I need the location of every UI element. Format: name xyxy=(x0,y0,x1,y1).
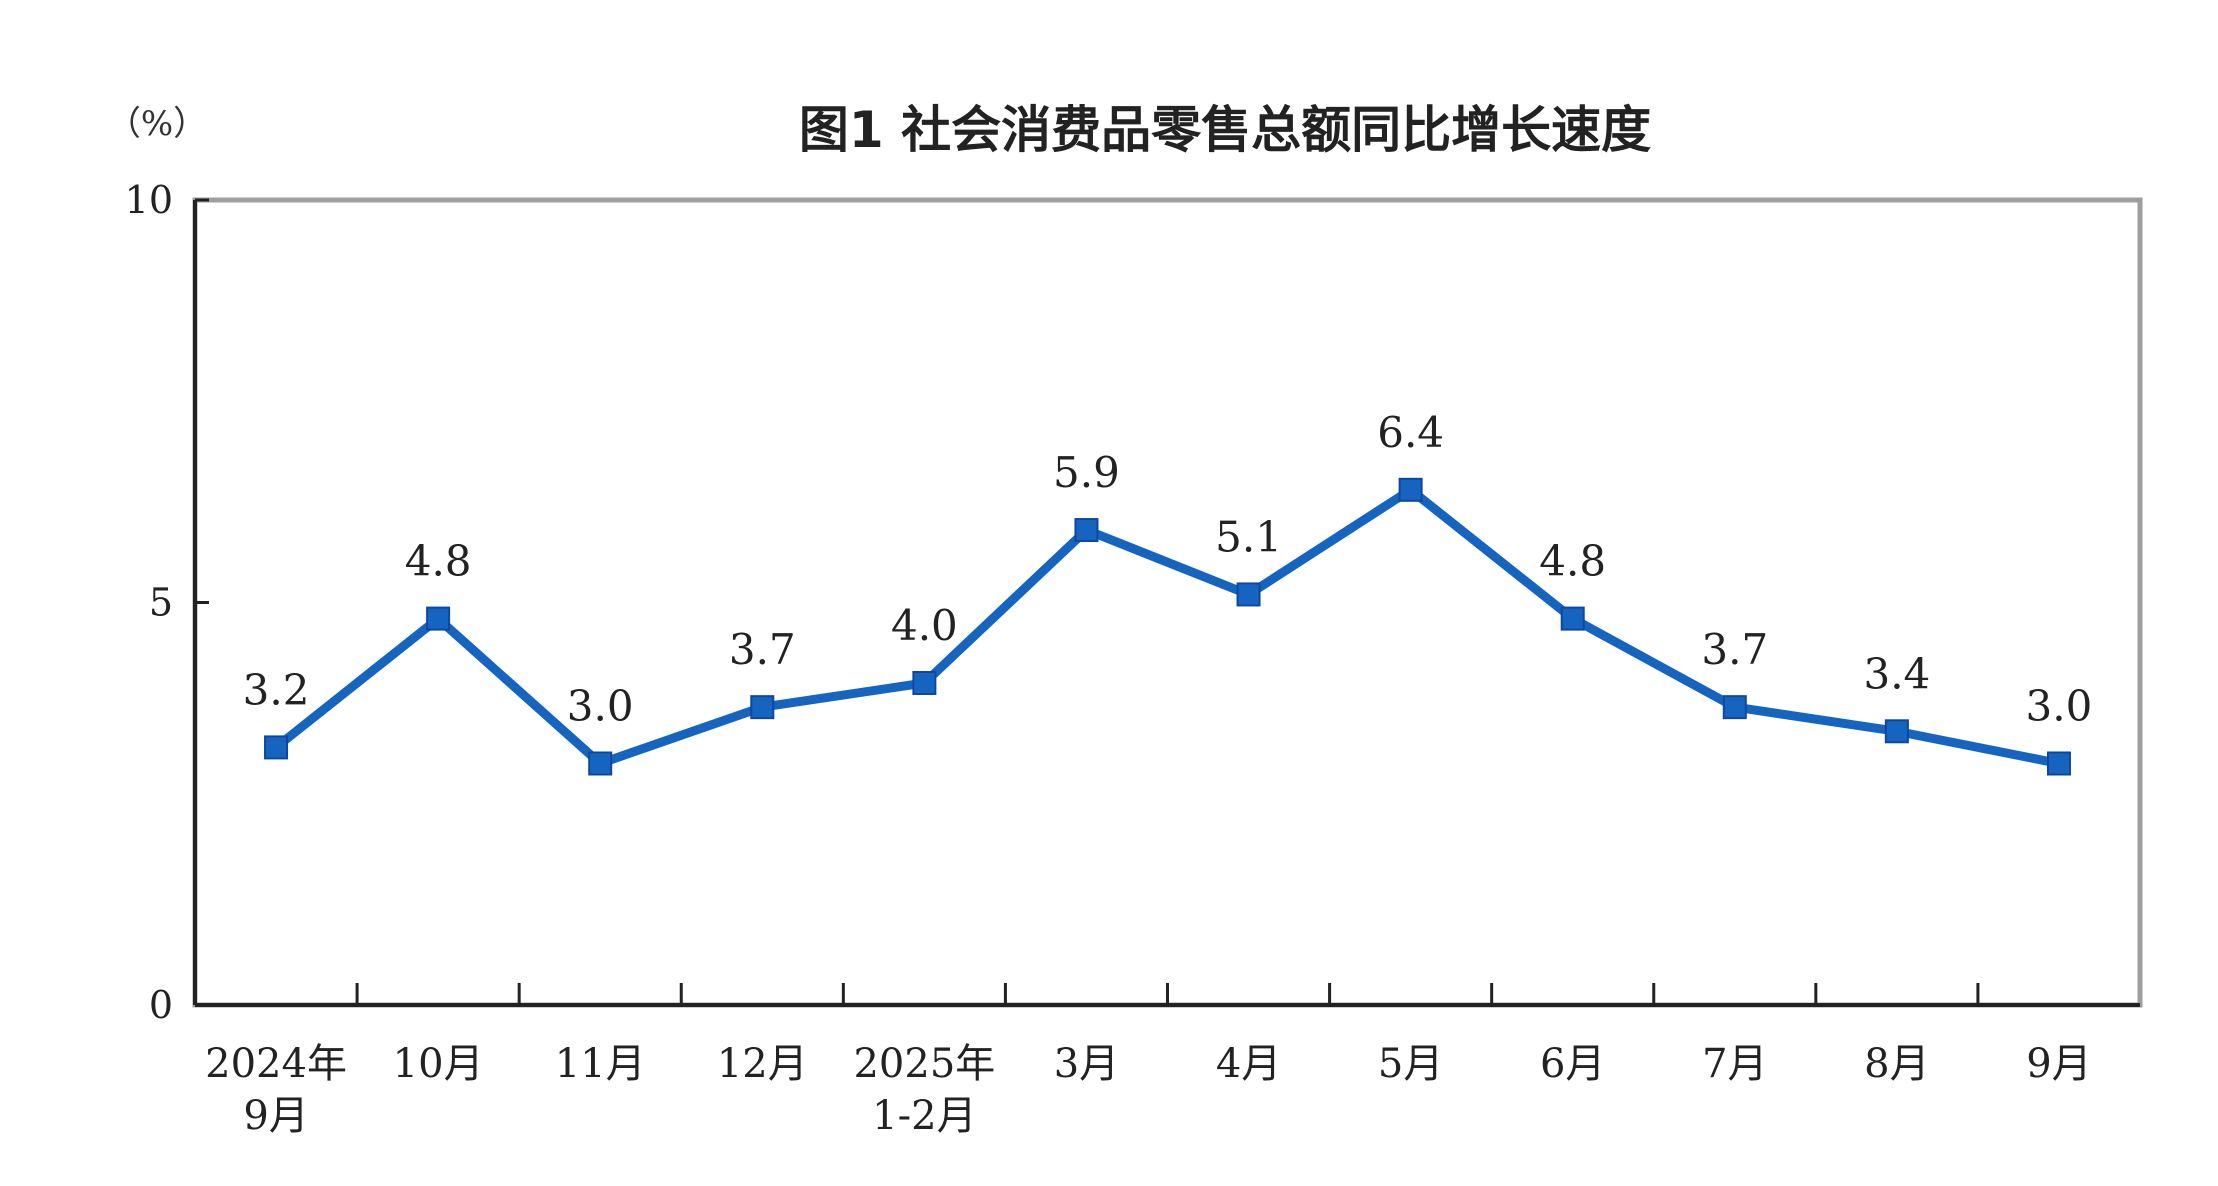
data-point-marker xyxy=(426,606,451,631)
x-tick-label-line: 9月 xyxy=(2026,1041,2091,1087)
x-tick-label: 8月 xyxy=(1864,1041,1929,1087)
data-label: 5.1 xyxy=(1215,512,1282,561)
x-tick-label: 7月 xyxy=(1702,1041,1767,1087)
data-label: 3.7 xyxy=(729,625,796,674)
data-label: 3.7 xyxy=(1701,625,1768,674)
x-tick-label: 6月 xyxy=(1540,1041,1605,1087)
data-label: 3.0 xyxy=(567,682,634,731)
x-tick-label: 9月 xyxy=(2026,1041,2091,1087)
series-line xyxy=(271,485,2064,768)
x-tick-label: 11月 xyxy=(555,1041,646,1087)
plot-frame xyxy=(192,197,2143,1008)
x-tick-label-line: 5月 xyxy=(1378,1041,1443,1087)
data-point-marker xyxy=(1398,477,1423,502)
data-point-marker xyxy=(1236,582,1261,607)
x-tick-label-line: 1-2月 xyxy=(872,1093,976,1139)
chart-title: 图1 社会消费品零售总额同比增长速度 xyxy=(799,101,1651,159)
y-tick-label: 5 xyxy=(149,581,173,625)
x-tick-label: 10月 xyxy=(393,1041,484,1087)
data-point-marker xyxy=(912,671,937,695)
data-point-marker xyxy=(1560,606,1585,631)
data-label: 3.4 xyxy=(1863,649,1930,698)
series-group: 3.2 4.8 3.0 3.7 4.0 5.9 5.1 6.4 4.8 3.7 3.4 3.0 xyxy=(243,408,2093,776)
y-tick-label: 0 xyxy=(149,983,173,1027)
x-tick-label-line: 3月 xyxy=(1054,1041,1119,1087)
x-tick-label-line: 2024年 xyxy=(205,1041,347,1087)
x-tick-label-line: 12月 xyxy=(717,1041,808,1087)
data-label: 3.2 xyxy=(243,665,310,714)
x-tick-label-line: 6月 xyxy=(1540,1041,1605,1087)
data-point-marker xyxy=(1074,518,1099,543)
x-tick-label: 3月 xyxy=(1054,1041,1119,1087)
x-tick-label: 12月 xyxy=(717,1041,808,1087)
data-label: 4.8 xyxy=(405,537,472,586)
x-tick-label: 2025年 1-2月 xyxy=(853,1041,995,1139)
data-label: 4.0 xyxy=(891,601,958,650)
x-axis-ticks: 2024年 9月 10月 11月 12月 2025年 1-2月 3月 4月 5月 6月 7月 8月 9月 xyxy=(205,983,2092,1139)
data-label: 5.9 xyxy=(1053,448,1120,497)
x-tick-label-line: 4月 xyxy=(1216,1041,1281,1087)
data-point-marker xyxy=(1884,719,1909,744)
x-tick-label-line: 10月 xyxy=(393,1041,484,1087)
x-tick-label-line: 9月 xyxy=(243,1093,308,1139)
data-point-marker xyxy=(2046,751,2071,776)
x-tick-label: 4月 xyxy=(1216,1041,1281,1087)
x-tick-label-line: 2025年 xyxy=(853,1041,995,1087)
x-tick-label: 2024年 9月 xyxy=(205,1041,347,1139)
y-axis-ticks: 0 5 10 xyxy=(125,178,209,1027)
data-point-marker xyxy=(1722,695,1747,720)
data-label: 3.0 xyxy=(2026,682,2093,731)
data-point-marker xyxy=(750,695,775,720)
x-tick-label-line: 8月 xyxy=(1864,1041,1929,1087)
x-tick-label-line: 11月 xyxy=(555,1041,646,1087)
y-tick-label: 10 xyxy=(125,178,173,222)
data-point-marker xyxy=(588,751,613,776)
data-label: 6.4 xyxy=(1377,408,1444,457)
y-axis-unit: （%） xyxy=(107,104,207,144)
x-tick-label-line: 7月 xyxy=(1702,1041,1767,1087)
data-point-marker xyxy=(264,735,289,760)
data-label: 4.8 xyxy=(1539,537,1606,586)
x-tick-label: 5月 xyxy=(1378,1041,1443,1087)
